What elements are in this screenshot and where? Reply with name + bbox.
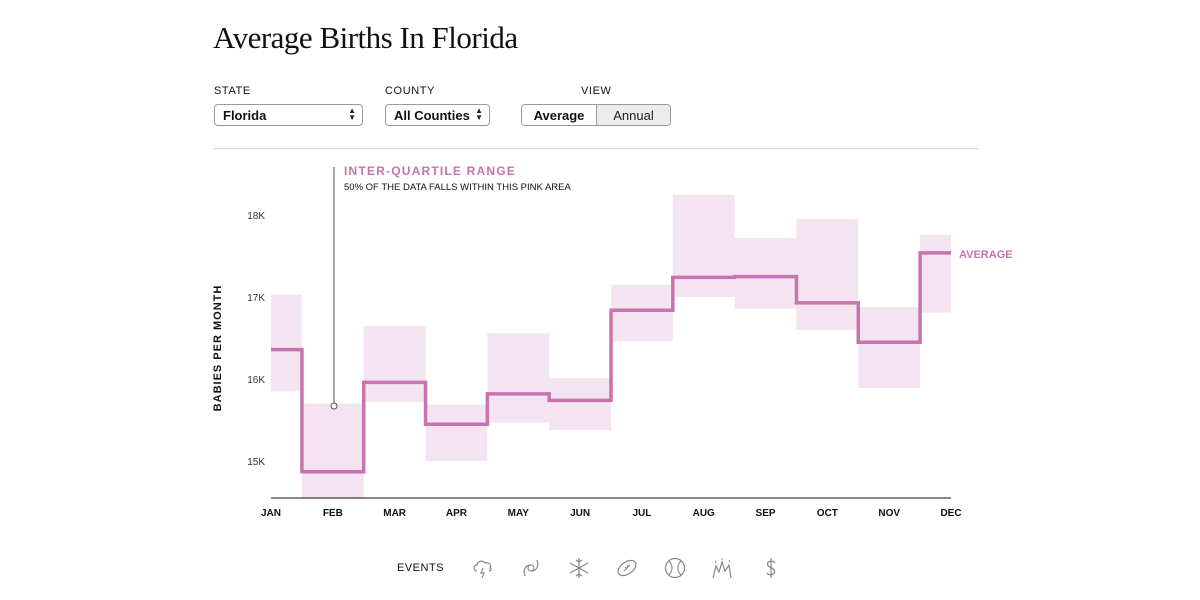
county-select-value: All Counties — [394, 108, 470, 123]
events-label: EVENTS — [397, 562, 445, 574]
storm-cloud-icon[interactable] — [471, 556, 495, 580]
iqr-band-sep — [734, 238, 797, 309]
county-select[interactable]: All Counties ▲ ▼ — [385, 104, 490, 126]
iqr-band-jun — [549, 378, 611, 430]
x-tick-label-oct: OCT — [817, 508, 838, 519]
x-tick-label-jun: JUN — [570, 508, 590, 519]
annotation-heading: INTER-QUARTILE RANGE — [344, 164, 516, 178]
view-average-button[interactable]: Average — [522, 105, 597, 125]
y-tick-label: 17K — [247, 293, 265, 304]
iqr-band-feb — [301, 403, 364, 498]
iqr-band-apr — [425, 404, 488, 462]
snowflake-icon[interactable] — [567, 556, 591, 580]
view-annual-button[interactable]: Annual — [597, 105, 670, 125]
state-select-value: Florida — [223, 108, 267, 123]
view-toggle: Average Annual — [521, 104, 671, 126]
x-axis-ticks: JAN FEB MAR APR MAY JUN JUL AUG SEP OCT NOV DEC — [261, 508, 962, 519]
iqr-band-nov — [858, 306, 921, 389]
iqr-band-oct — [796, 219, 859, 330]
x-tick-label-dec: DEC — [940, 508, 961, 519]
state-select[interactable]: Florida ▲ ▼ — [214, 104, 363, 126]
y-tick-label: 15K — [247, 457, 265, 468]
iqr-band-jul — [611, 284, 673, 342]
y-axis-ticks: 15K 16K 17K 18K — [247, 211, 265, 468]
series-label-average: AVERAGE — [959, 249, 1013, 261]
average-line — [271, 251, 951, 474]
hurricane-icon[interactable] — [519, 556, 543, 580]
iqr-band-may — [487, 333, 550, 423]
x-tick-label-mar: MAR — [383, 508, 407, 519]
iqr-band-jan — [271, 294, 302, 392]
annotation-text: 50% OF THE DATA FALLS WITHIN THIS PINK A… — [344, 182, 571, 193]
view-label: VIEW — [581, 85, 612, 97]
x-tick-label-nov: NOV — [878, 508, 900, 519]
fireworks-icon[interactable] — [711, 556, 735, 580]
y-tick-label: 18K — [247, 211, 265, 222]
x-tick-label-jan: JAN — [261, 508, 281, 519]
x-tick-label-jul: JUL — [632, 508, 651, 519]
iqr-band-dec — [920, 234, 951, 313]
x-tick-label-apr: APR — [446, 508, 468, 519]
select-arrows-icon: ▲ ▼ — [348, 106, 356, 122]
x-tick-label-sep: SEP — [756, 508, 776, 519]
iqr-bands — [271, 194, 951, 498]
x-tick-label-may: MAY — [508, 508, 530, 519]
county-label: COUNTY — [385, 85, 436, 97]
divider — [213, 148, 979, 149]
baseball-icon[interactable] — [663, 556, 687, 580]
dollar-icon[interactable] — [759, 556, 783, 580]
x-tick-label-feb: FEB — [323, 508, 343, 519]
select-arrows-icon: ▲ ▼ — [475, 106, 483, 122]
iqr-band-mar — [363, 325, 426, 403]
page-title: Average Births In Florida — [213, 20, 518, 55]
iqr-band-aug — [672, 194, 735, 298]
y-axis-label: BABIES PER MONTH — [212, 285, 224, 412]
y-tick-label: 16K — [247, 375, 265, 386]
football-icon[interactable] — [615, 556, 639, 580]
state-label: STATE — [214, 85, 251, 97]
annotation-marker — [330, 402, 338, 410]
x-tick-label-aug: AUG — [693, 508, 715, 519]
